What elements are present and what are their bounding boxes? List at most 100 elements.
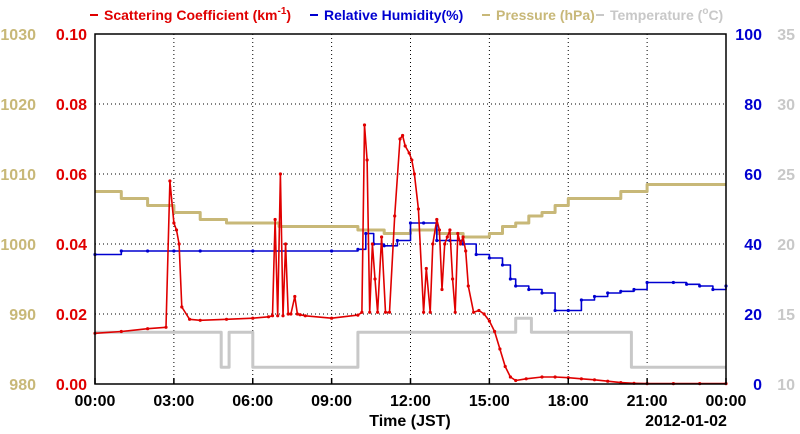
x-tick-label: 03:00 <box>153 393 194 410</box>
legend-entry-scattering: Scattering Coefficient (km-1) <box>90 6 291 23</box>
legend-suffix-scattering: ) <box>286 7 291 23</box>
legend-label-pressure: Pressure (hPa) <box>496 7 595 23</box>
data-point-humidity <box>514 284 518 288</box>
data-point-scattering <box>298 313 302 317</box>
data-point-humidity <box>619 289 623 293</box>
data-point-scattering <box>407 151 411 155</box>
data-point-scattering <box>524 377 528 381</box>
x-tick-label: 18:00 <box>548 393 589 410</box>
data-point-scattering <box>365 158 369 162</box>
data-point-scattering <box>289 312 293 316</box>
x-tick-label: 00:00 <box>706 393 747 410</box>
data-point-scattering <box>503 364 507 369</box>
data-point-humidity <box>198 249 202 253</box>
y-tick-label-temperature: 35 <box>777 27 795 44</box>
data-point-scattering <box>422 310 426 314</box>
x-tick-label: 09:00 <box>311 393 352 410</box>
data-point-scattering <box>487 319 491 323</box>
data-point-humidity <box>592 294 597 299</box>
data-point-scattering <box>443 242 447 246</box>
data-point-scattering <box>380 235 384 239</box>
y-tick-label-humidity: 80 <box>744 97 762 114</box>
data-point-scattering <box>270 314 275 318</box>
data-point-humidity <box>579 298 584 302</box>
date-label: 2012-01-02 <box>645 413 727 430</box>
legend-name-temperature: Temperature ( <box>610 7 703 23</box>
x-axis-label: Time (JST) <box>369 413 451 430</box>
data-point-scattering <box>180 305 184 309</box>
data-point-scattering <box>445 235 449 239</box>
data-point-scattering <box>368 310 372 314</box>
data-point-scattering <box>293 294 297 299</box>
data-point-scattering <box>373 277 377 281</box>
x-tick-label: 06:00 <box>232 393 273 410</box>
data-point-scattering <box>461 235 465 239</box>
data-point-scattering <box>273 217 277 222</box>
data-point-humidity <box>119 249 123 253</box>
y-tick-label-humidity: 100 <box>735 27 762 44</box>
legend-label-humidity: Relative Humidity(%) <box>324 7 463 23</box>
series-layer <box>93 123 728 386</box>
data-point-scattering <box>508 375 512 379</box>
data-point-humidity <box>540 291 544 295</box>
legend-entry-temperature: Temperature (oC) <box>596 6 723 23</box>
data-point-scattering <box>188 317 192 321</box>
data-point-scattering <box>579 377 584 381</box>
y-tick-label-humidity: 40 <box>744 237 762 254</box>
series-line-pressure <box>95 183 726 239</box>
data-point-humidity <box>671 280 676 285</box>
y-tick-label-pressure: 1020 <box>0 97 36 114</box>
x-tick-label: 00:00 <box>75 393 116 410</box>
data-point-scattering <box>276 314 280 318</box>
data-point-scattering <box>482 312 486 316</box>
data-point-humidity <box>685 282 689 286</box>
data-point-scattering <box>464 249 468 253</box>
y-tick-label-scattering: 0.02 <box>56 307 87 324</box>
data-point-scattering <box>412 172 416 176</box>
data-point-scattering <box>410 158 414 162</box>
y-tick-label-scattering: 0.04 <box>56 237 87 254</box>
data-point-humidity <box>711 287 715 292</box>
data-point-humidity <box>408 221 413 225</box>
data-point-scattering <box>266 315 271 319</box>
data-point-scattering <box>448 228 452 232</box>
legend-unit-sup-temperature: o <box>702 6 708 17</box>
data-point-humidity <box>395 238 399 243</box>
y-tick-label-temperature: 15 <box>777 307 795 324</box>
data-point-scattering <box>119 329 123 334</box>
data-point-scattering <box>466 284 470 288</box>
data-point-scattering <box>356 313 360 317</box>
data-point-humidity <box>422 221 426 225</box>
y-tick-label-scattering: 0.10 <box>56 27 87 44</box>
data-point-scattering <box>458 242 463 246</box>
data-point-scattering <box>456 231 460 236</box>
data-point-scattering <box>376 310 380 314</box>
y-tick-label-humidity: 60 <box>744 167 762 184</box>
data-point-scattering <box>440 287 444 292</box>
y-tick-label-temperature: 25 <box>777 167 795 184</box>
x-tick-label: 12:00 <box>390 393 431 410</box>
data-point-scattering <box>177 242 181 246</box>
data-point-scattering <box>498 347 502 351</box>
data-point-humidity <box>435 238 439 243</box>
data-point-scattering <box>398 137 402 141</box>
data-point-scattering <box>540 375 544 379</box>
data-point-scattering <box>174 228 179 232</box>
data-point-humidity <box>474 252 478 257</box>
data-point-scattering <box>453 310 457 314</box>
y-tick-label-pressure: 980 <box>9 377 36 394</box>
data-point-humidity <box>553 308 557 313</box>
data-point-scattering <box>360 310 364 314</box>
y-tick-label-scattering: 0.08 <box>56 97 87 114</box>
legend-suffix-temperature: C) <box>708 7 723 23</box>
data-point-scattering <box>477 308 481 313</box>
data-point-scattering <box>472 310 476 314</box>
data-point-humidity <box>382 244 386 248</box>
data-point-scattering <box>451 277 455 281</box>
data-point-scattering <box>393 214 397 218</box>
y-tick-label-pressure: 990 <box>9 307 36 324</box>
legend-name-scattering: Scattering Coefficient (km <box>104 7 277 23</box>
data-point-scattering <box>172 221 176 225</box>
legend-name-pressure: Pressure (hPa) <box>496 7 595 23</box>
